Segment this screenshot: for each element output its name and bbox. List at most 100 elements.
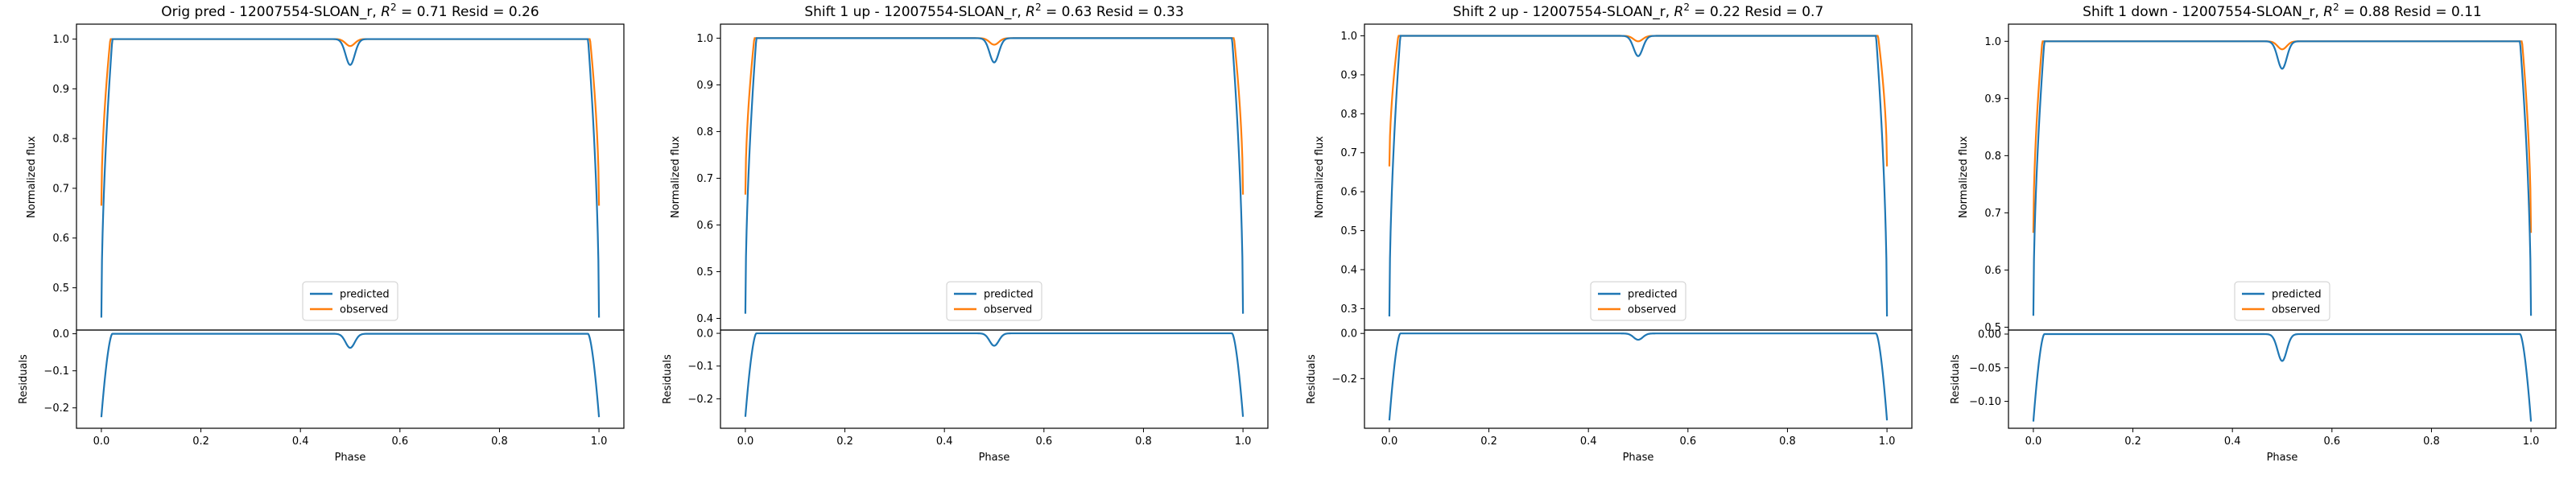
series-line-predicted: [100, 38, 601, 318]
x-tick-label: 0.0: [2025, 436, 2042, 448]
chart-title: Shift 2 up - 12007554-SLOAN_r, R2 = 0.22…: [1453, 2, 1824, 20]
x-tick-label: 0.6: [1679, 436, 1696, 448]
legend-box: [1590, 281, 1686, 321]
y-tick-label: 0.6: [52, 233, 69, 245]
x-tick-label: 0.0: [1381, 436, 1398, 448]
y-axis-label: Normalized flux: [26, 136, 38, 218]
resid-axis-label: Residuals: [1950, 354, 1962, 404]
x-tick-label: 0.8: [1779, 436, 1796, 448]
y-tick-label: 0.8: [696, 126, 713, 138]
x-tick-label: 0.4: [292, 436, 309, 448]
residual-line: [1388, 332, 1889, 421]
x-tick-label: 0.4: [936, 436, 953, 448]
residual-axes-frame: [720, 329, 1269, 429]
x-axis-label: Phase: [335, 452, 366, 464]
chart-panel-3: Shift 2 up - 12007554-SLOAN_r, R2 = 0.22…: [1306, 2, 1913, 464]
y-tick-label: 0.4: [696, 313, 713, 325]
y-tick-label: 1.0: [1984, 36, 2001, 48]
legend: predicted observed: [2234, 281, 2330, 321]
y-tick-label: 0.6: [1340, 187, 1357, 199]
legend-box: [946, 281, 1042, 321]
y-tick-label: 0.9: [1340, 69, 1357, 81]
x-tick-label: 0.4: [1580, 436, 1597, 448]
resid-y-tick-label: 0.0: [52, 328, 69, 341]
y-tick-label: 1.0: [1340, 31, 1357, 43]
y-tick-label: 0.8: [1984, 151, 2001, 163]
y-tick-label: 0.5: [1984, 322, 2001, 334]
x-axis-label: Phase: [2267, 452, 2298, 464]
resid-axis-label: Residuals: [662, 354, 674, 404]
resid-y-tick-label: −0.1: [687, 361, 713, 373]
resid-y-tick-label: −0.2: [1331, 374, 1357, 386]
resid-y-tick-label: 0.00: [1978, 329, 2001, 341]
legend-entry-observed: observed: [2272, 304, 2320, 316]
x-tick-label: 1.0: [1235, 436, 1252, 448]
x-axis-label: Phase: [979, 452, 1010, 464]
y-axis-label: Normalized flux: [1314, 136, 1326, 218]
series-line-predicted: [1388, 35, 1889, 317]
y-tick-label: 0.7: [696, 173, 713, 185]
legend-entry-predicted: predicted: [984, 289, 1034, 301]
y-tick-label: 0.7: [52, 183, 69, 195]
x-axis-label: Phase: [1623, 452, 1654, 464]
legend-entry-predicted: predicted: [340, 289, 390, 301]
legend: predicted observed: [946, 281, 1042, 321]
series-line-predicted: [2032, 40, 2533, 316]
x-tick-label: 0.2: [836, 436, 853, 448]
y-tick-label: 0.5: [1340, 225, 1357, 237]
chart-title: Shift 1 down - 12007554-SLOAN_r, R2 = 0.…: [2083, 2, 2482, 20]
x-tick-label: 0.8: [491, 436, 508, 448]
x-tick-label: 0.0: [737, 436, 754, 448]
resid-y-tick-label: −0.05: [1969, 362, 2001, 374]
x-tick-label: 0.6: [1035, 436, 1052, 448]
x-tick-label: 1.0: [591, 436, 608, 448]
resid-axis-label: Residuals: [1306, 354, 1318, 404]
resid-y-tick-label: −0.2: [687, 394, 713, 406]
resid-y-tick-label: 0.0: [696, 328, 713, 341]
x-tick-label: 1.0: [2523, 436, 2540, 448]
residual-axes-frame: [2008, 329, 2557, 429]
residual-line: [100, 332, 601, 418]
residual-line: [2032, 332, 2533, 422]
chart-panel-1: Orig pred - 12007554-SLOAN_r, R2 = 0.71 …: [18, 2, 625, 464]
x-tick-label: 0.2: [1480, 436, 1497, 448]
y-tick-label: 0.6: [696, 220, 713, 232]
y-tick-label: 0.7: [1984, 208, 2001, 220]
legend: predicted observed: [1590, 281, 1686, 321]
residual-line: [744, 332, 1245, 417]
x-tick-label: 0.2: [2124, 436, 2141, 448]
y-tick-label: 0.3: [1340, 303, 1357, 316]
residual-axes-frame: [1364, 329, 1913, 429]
x-tick-label: 1.0: [1879, 436, 1896, 448]
y-axis-label: Normalized flux: [670, 136, 682, 218]
y-tick-label: 0.6: [1984, 265, 2001, 277]
resid-y-tick-label: −0.10: [1969, 396, 2001, 408]
legend-entry-observed: observed: [984, 304, 1032, 316]
chart-title: Orig pred - 12007554-SLOAN_r, R2 = 0.71 …: [161, 2, 539, 20]
y-tick-label: 0.7: [1340, 147, 1357, 159]
legend-entry-observed: observed: [1628, 304, 1676, 316]
resid-y-tick-label: −0.1: [43, 365, 69, 378]
resid-y-tick-label: 0.0: [1340, 328, 1357, 341]
legend-box: [2234, 281, 2330, 321]
x-tick-label: 0.2: [192, 436, 209, 448]
x-tick-label: 0.0: [93, 436, 110, 448]
y-tick-label: 0.5: [696, 266, 713, 279]
y-tick-label: 0.9: [1984, 93, 2001, 105]
resid-y-tick-label: −0.2: [43, 402, 69, 415]
legend-entry-observed: observed: [340, 304, 388, 316]
y-tick-label: 0.9: [696, 80, 713, 92]
legend: predicted observed: [302, 281, 398, 321]
x-tick-label: 0.8: [1135, 436, 1152, 448]
y-tick-label: 0.5: [52, 283, 69, 295]
y-tick-label: 0.8: [1340, 109, 1357, 121]
chart-panel-2: Shift 1 up - 12007554-SLOAN_r, R2 = 0.63…: [662, 2, 1269, 464]
y-tick-label: 0.9: [52, 84, 69, 96]
y-tick-label: 1.0: [696, 33, 713, 45]
chart-title: Shift 1 up - 12007554-SLOAN_r, R2 = 0.63…: [804, 2, 1183, 20]
y-tick-label: 1.0: [52, 34, 69, 46]
series-line-predicted: [744, 37, 1245, 314]
x-tick-label: 0.6: [2323, 436, 2340, 448]
legend-entry-predicted: predicted: [2272, 289, 2322, 301]
